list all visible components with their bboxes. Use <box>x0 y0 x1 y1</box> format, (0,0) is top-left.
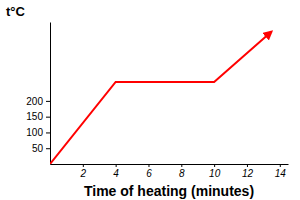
line <box>50 31 272 164</box>
tick-mark <box>116 164 117 167</box>
plot: 2 4 6 8 10 12 14 50 100 150 200 <box>26 23 288 180</box>
tick: 6 <box>146 164 152 179</box>
tick: 12 <box>242 164 254 179</box>
tick: 200 <box>26 96 50 107</box>
axis-line <box>50 23 51 165</box>
tick: 10 <box>209 164 221 179</box>
tick-label: 4 <box>113 168 119 179</box>
chart: 2 4 6 8 10 12 14 50 100 150 200 t°C Time of heating … <box>0 0 300 200</box>
tick-mark <box>46 132 50 133</box>
tick: 14 <box>275 164 287 179</box>
tick-mark <box>46 117 50 118</box>
tick-label: 8 <box>179 168 185 179</box>
tick-mark <box>247 164 248 167</box>
tick-mark <box>83 164 84 167</box>
tick-mark <box>280 164 281 167</box>
marks <box>50 31 272 164</box>
tick-mark <box>46 101 50 102</box>
tick: 150 <box>26 111 50 122</box>
tick-label: 150 <box>26 111 43 122</box>
tick-mark <box>214 164 215 167</box>
x-axis: 2 4 6 8 10 12 14 <box>51 164 289 179</box>
tick-label: 14 <box>275 168 287 179</box>
tick: 50 <box>32 143 50 154</box>
axis-line <box>51 164 289 165</box>
tick-label: 10 <box>209 168 221 179</box>
tick-label: 50 <box>32 143 44 154</box>
tick-mark <box>181 164 182 167</box>
tick: 4 <box>113 164 119 179</box>
x-axis-title: Time of heating (minutes) <box>84 183 254 199</box>
tick-label: 12 <box>242 168 254 179</box>
y-axis-title: t°C <box>6 4 26 19</box>
tick-label: 100 <box>26 127 43 138</box>
tick: 100 <box>26 127 50 138</box>
y-axis: 50 100 150 200 <box>26 23 50 165</box>
tick-label: 6 <box>146 168 152 179</box>
tick-mark <box>148 164 149 167</box>
tick-label: 200 <box>26 96 43 107</box>
tick: 2 <box>80 164 87 179</box>
tick: 8 <box>179 164 185 179</box>
tick-mark <box>46 148 50 149</box>
tick-label: 2 <box>80 168 87 179</box>
